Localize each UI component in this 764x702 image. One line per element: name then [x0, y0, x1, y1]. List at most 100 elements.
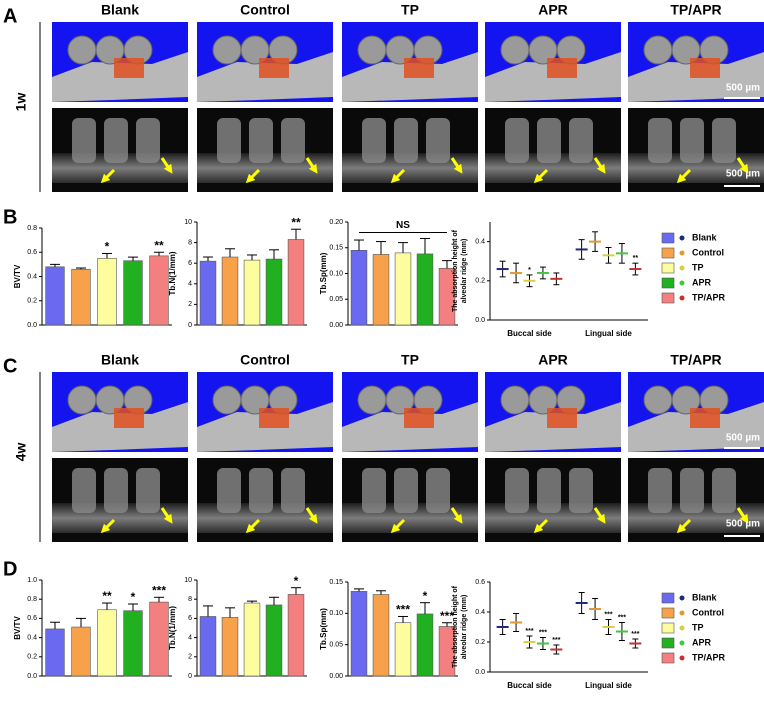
tooth [67, 35, 97, 65]
xray-tooth [648, 118, 672, 163]
bar [265, 258, 283, 326]
y-tick-label: 0.0 [475, 669, 485, 676]
bar [221, 256, 239, 326]
significance-label: * [528, 267, 531, 274]
significance-label: *** [631, 631, 639, 638]
y-tick-label: 0.0 [475, 317, 485, 324]
xray-tooth [712, 118, 736, 163]
column-header: Control [240, 352, 290, 368]
arrow [390, 518, 406, 534]
y-tick-label: 0.0 [27, 322, 37, 329]
y-axis-label: The absorption height of [452, 585, 459, 668]
scale-bar-label: 500 µm [726, 519, 760, 530]
arrow [450, 157, 463, 174]
root [114, 58, 144, 78]
xray-tooth [104, 118, 128, 163]
bar [97, 609, 117, 677]
y-tick-label: 0.4 [475, 238, 485, 245]
bar [149, 255, 169, 326]
x-tick-label: Lingual side [585, 681, 632, 690]
legend-dot [679, 640, 685, 646]
xray-tooth [648, 468, 672, 513]
bar [287, 594, 305, 677]
bar [372, 254, 390, 326]
y-tick-label: 0.15 [329, 245, 343, 252]
arrow [676, 168, 692, 184]
bar [221, 617, 239, 677]
bracket-label: NS [396, 220, 410, 231]
significance-label: *** [440, 609, 454, 623]
legend-label: Control [692, 607, 724, 617]
legend-label: TP/APR [692, 652, 726, 662]
tooth [357, 35, 387, 65]
bar [416, 253, 434, 326]
xray-tooth [249, 468, 273, 513]
bar [45, 266, 65, 326]
significance-label: ** [102, 589, 112, 603]
column-header: Blank [101, 352, 139, 368]
xray-tooth [249, 118, 273, 163]
y-tick-label: 8 [188, 596, 192, 603]
column-header: TP [401, 352, 419, 368]
legend-dot [679, 280, 685, 286]
y-tick-label: 0.2 [475, 278, 485, 285]
tooth [212, 385, 242, 415]
legend-swatch [661, 262, 675, 274]
y-tick-label: 0.6 [27, 615, 37, 622]
xray-tooth [217, 468, 241, 513]
arrow [593, 157, 606, 174]
bar [123, 260, 143, 326]
scale-bar-label: 500 µm [726, 83, 760, 94]
y-tick-label: 0.2 [475, 639, 485, 646]
y-tick-label: 0.4 [27, 273, 37, 280]
root [690, 408, 720, 428]
column-header: APR [538, 2, 568, 18]
bar [372, 594, 390, 677]
y-tick-label: 0 [188, 673, 192, 680]
significance-label: *** [604, 611, 612, 618]
arrow [160, 157, 173, 174]
y-tick-label: 0.00 [329, 673, 343, 680]
significance-label: ** [154, 238, 164, 252]
y-tick-label: 0.2 [27, 298, 37, 305]
legend-swatch [661, 232, 675, 244]
root [114, 408, 144, 428]
significance-label: ** [291, 215, 301, 229]
significance-label: ** [633, 255, 639, 262]
significance-label: *** [552, 637, 560, 644]
xray-tooth [104, 468, 128, 513]
significance-label: *** [152, 583, 166, 597]
legend-swatch [661, 652, 675, 664]
column-header: Control [240, 2, 290, 18]
tooth [643, 385, 673, 415]
legend-swatch [661, 607, 675, 619]
arrow [676, 518, 692, 534]
tooth [67, 385, 97, 415]
legend-swatch [661, 622, 675, 634]
legend-swatch [661, 247, 675, 259]
significance-label: * [294, 574, 299, 588]
x-tick-label: Lingual side [585, 329, 632, 338]
arrow [450, 507, 463, 524]
arrow [100, 518, 116, 534]
legend-dot [679, 655, 685, 661]
legend-swatch [661, 277, 675, 289]
timepoint-label: 4w [13, 443, 29, 462]
bar [243, 602, 261, 677]
arrow [305, 507, 318, 524]
xray-tooth [712, 468, 736, 513]
arrow [533, 518, 549, 534]
arrow [533, 168, 549, 184]
tooth [212, 35, 242, 65]
legend-dot [679, 610, 685, 616]
legend-label: TP [692, 622, 704, 632]
xray-tooth [537, 468, 561, 513]
xray-tooth [136, 468, 160, 513]
y-tick-label: 0.4 [475, 609, 485, 616]
y-tick-label: 8 [188, 239, 192, 246]
y-tick-label: 6 [188, 615, 192, 622]
panel-letter: C [3, 355, 17, 377]
xray-tooth [505, 468, 529, 513]
y-tick-label: 4 [188, 634, 192, 641]
y-tick-label: 0.8 [27, 596, 37, 603]
